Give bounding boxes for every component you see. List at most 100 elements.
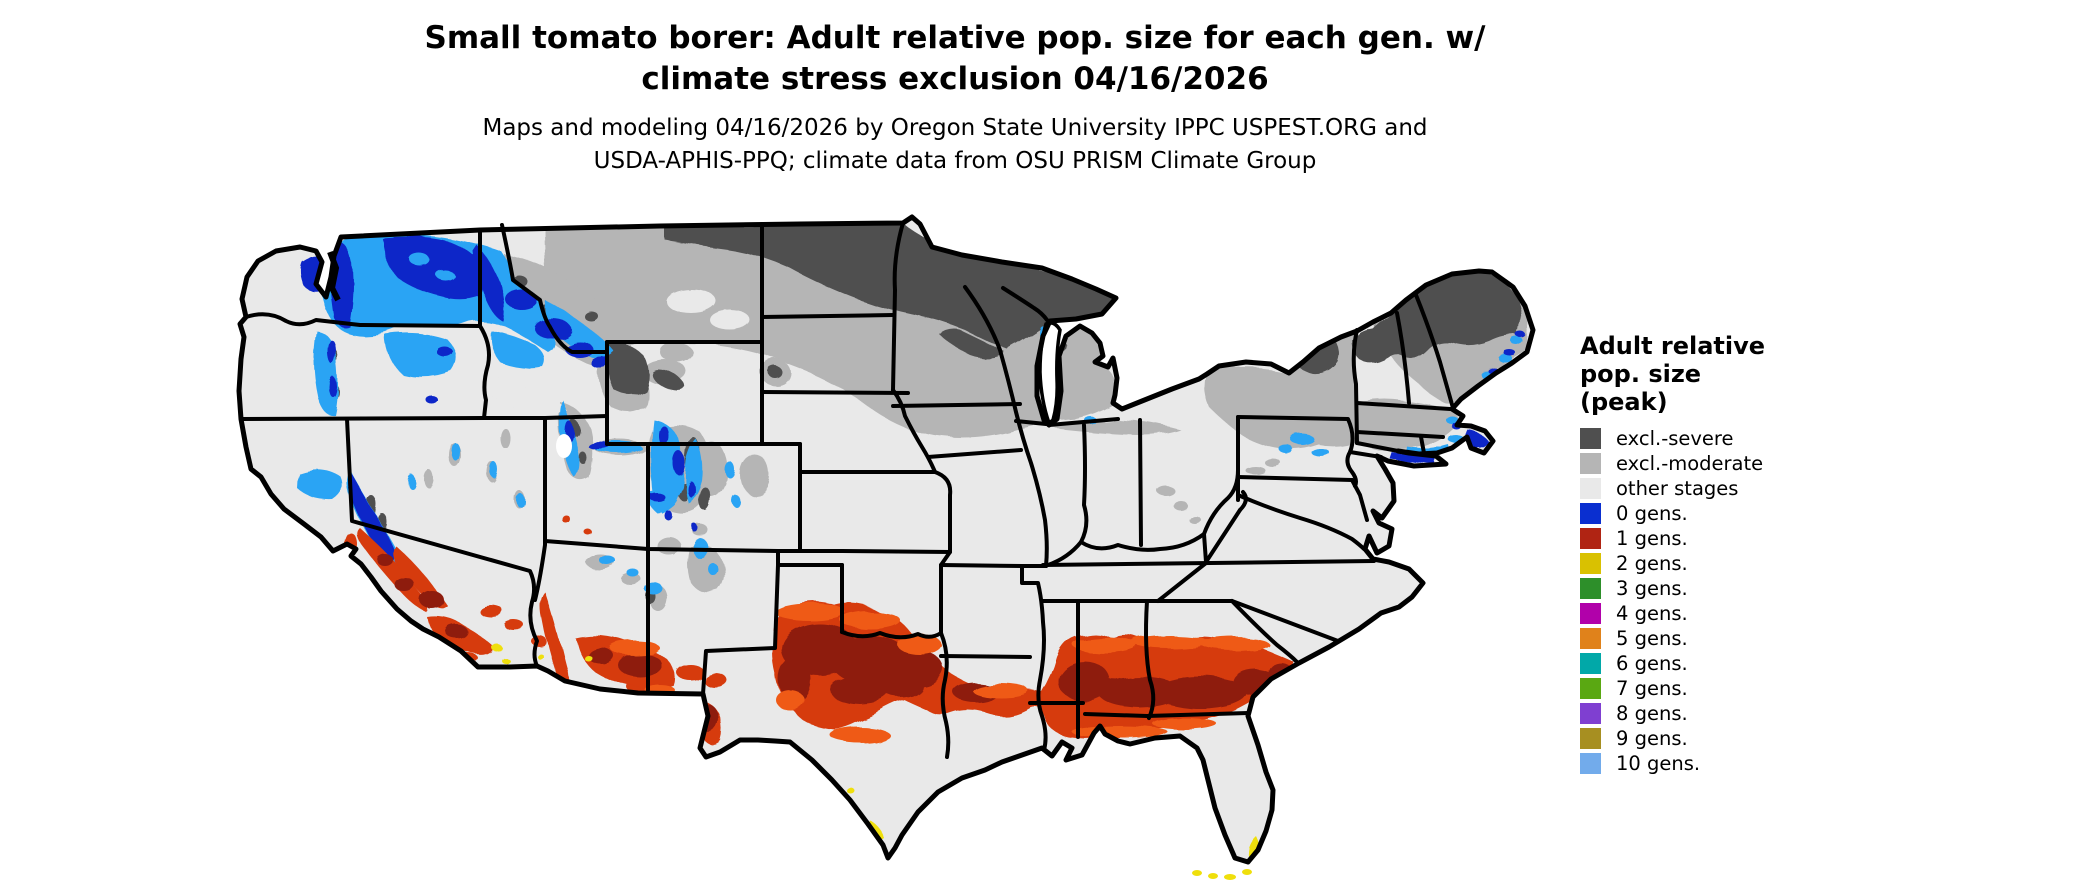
map-raster-patch <box>328 340 336 364</box>
map-raster-patch <box>830 676 890 704</box>
map-raster-patch <box>1236 493 1366 551</box>
map-raster-patch <box>764 797 772 803</box>
map-raster-patch <box>436 270 454 280</box>
map-raster-patch <box>480 372 568 413</box>
map-raster-patch <box>1390 453 1437 465</box>
legend-swatch <box>1580 653 1601 674</box>
map-raster-patch <box>1512 338 1524 346</box>
map-raster-patch <box>1224 874 1236 880</box>
map-raster-patch <box>1291 435 1315 445</box>
map-raster-patch <box>478 228 491 420</box>
title-line-2: climate stress exclusion 04/16/2026 <box>641 61 1269 97</box>
legend-item-label: 6 gens. <box>1616 652 1688 675</box>
map-raster-patch <box>1144 599 1156 720</box>
map-raster-patch <box>750 781 760 789</box>
map-raster-patch <box>385 333 457 377</box>
map-raster-patch <box>1153 718 1217 730</box>
map-raster-patch <box>1466 430 1489 448</box>
legend-title: Adult relative pop. size (peak) <box>1580 332 1766 416</box>
legend-item: 2 gens. <box>1580 551 2020 576</box>
map-raster-patch <box>500 428 510 448</box>
map-raster-patch <box>1504 350 1516 356</box>
map-raster-patch <box>297 468 342 500</box>
state-borders <box>239 221 1455 759</box>
map-raster-patch <box>736 764 748 772</box>
legend-item-label: 7 gens. <box>1616 677 1688 700</box>
map-raster-patch <box>1132 635 1208 649</box>
map-raster-patch <box>1467 452 1477 458</box>
subtitle-line-2: USDA-APHIS-PPQ; climate data from OSU PR… <box>593 148 1317 174</box>
map-raster-patch <box>420 591 444 609</box>
legend-item-label: 9 gens. <box>1616 727 1688 750</box>
map-raster-patch <box>1173 500 1187 510</box>
map-raster-patch <box>537 653 543 659</box>
map-raster-patch <box>660 342 692 362</box>
legend-item: 7 gens. <box>1580 676 2020 701</box>
map-raster-patch <box>1230 599 1340 643</box>
map-raster-patch <box>239 414 609 421</box>
map-raster-patch <box>447 626 469 640</box>
map-raster-patch <box>583 654 591 660</box>
florida-keys <box>1192 869 1252 880</box>
map-raster-patch <box>586 531 594 537</box>
map-raster-patch <box>1350 478 1369 522</box>
map-raster-patch <box>1236 475 1354 482</box>
map-raster-patch <box>1351 328 1359 445</box>
map-raster-patch <box>587 647 613 663</box>
legend-item: 10 gens. <box>1580 751 2020 776</box>
map-raster-patch <box>963 285 1049 568</box>
map-raster-patch <box>1156 485 1174 495</box>
map-raster-patch <box>1079 423 1089 544</box>
legend-item-label: 8 gens. <box>1616 702 1688 725</box>
map-raster-patch <box>437 347 453 357</box>
map-raster-patch <box>1419 435 1426 455</box>
map-raster-patch <box>395 578 415 592</box>
legend-swatch <box>1580 528 1601 549</box>
map-raster-patch <box>244 312 482 328</box>
map-raster-patch <box>1245 466 1265 474</box>
map-raster-patch <box>664 510 672 520</box>
map-raster-patch <box>1083 711 1250 718</box>
map-raster-patch <box>646 584 664 596</box>
legend-item: excl.-severe <box>1580 426 2020 451</box>
legend-item: 5 gens. <box>1580 626 2020 651</box>
map-raster-patch <box>775 603 845 621</box>
map-raster-patch <box>489 330 544 368</box>
legend-swatch <box>1580 428 1601 449</box>
map-raster-patch <box>891 221 905 392</box>
map-raster-patch <box>1192 870 1202 876</box>
map-raster-patch <box>840 611 900 629</box>
map-raster-patch <box>357 528 429 613</box>
map-raster-patch <box>583 310 597 320</box>
map-raster-patch <box>898 635 942 655</box>
legend-swatch <box>1580 578 1601 599</box>
map-raster-patch <box>760 390 910 395</box>
figure-subtitle: Maps and modeling 04/16/2026 by Oregon S… <box>270 112 1640 178</box>
map-raster-patch <box>492 644 502 652</box>
map-raster-patch <box>1242 869 1252 875</box>
map-raster-patch <box>1395 311 1411 405</box>
subtitle-line-1: Maps and modeling 04/16/2026 by Oregon S… <box>482 115 1428 141</box>
map-raster-patch <box>760 313 895 319</box>
map-raster-patch <box>692 524 698 532</box>
map-raster-patch <box>345 417 539 668</box>
map-raster-patch <box>740 455 770 495</box>
map-raster-patch <box>1236 415 1358 488</box>
map-raster-patch <box>725 462 735 478</box>
map-raster-patch <box>563 516 571 524</box>
map-raster-patch <box>1208 873 1218 879</box>
legend-items: excl.-severe excl.-moderate other stages 0 … <box>1580 426 2020 776</box>
map-raster-patch <box>674 452 686 476</box>
figure-title: Small tomato borer: Adult relative pop. … <box>270 18 1640 100</box>
map-raster-patch <box>940 329 1005 358</box>
map-raster-patch <box>1051 327 1115 420</box>
legend-swatch <box>1580 703 1601 724</box>
map-raster-patch <box>1355 441 1400 453</box>
map-raster-patch <box>1014 419 1048 426</box>
map-raster-patch <box>878 673 922 697</box>
map-raster-patch <box>939 654 1032 659</box>
map-raster-patch <box>1414 293 1455 410</box>
legend-item-label: 2 gens. <box>1616 552 1688 575</box>
map-raster-patch <box>1352 272 1521 362</box>
